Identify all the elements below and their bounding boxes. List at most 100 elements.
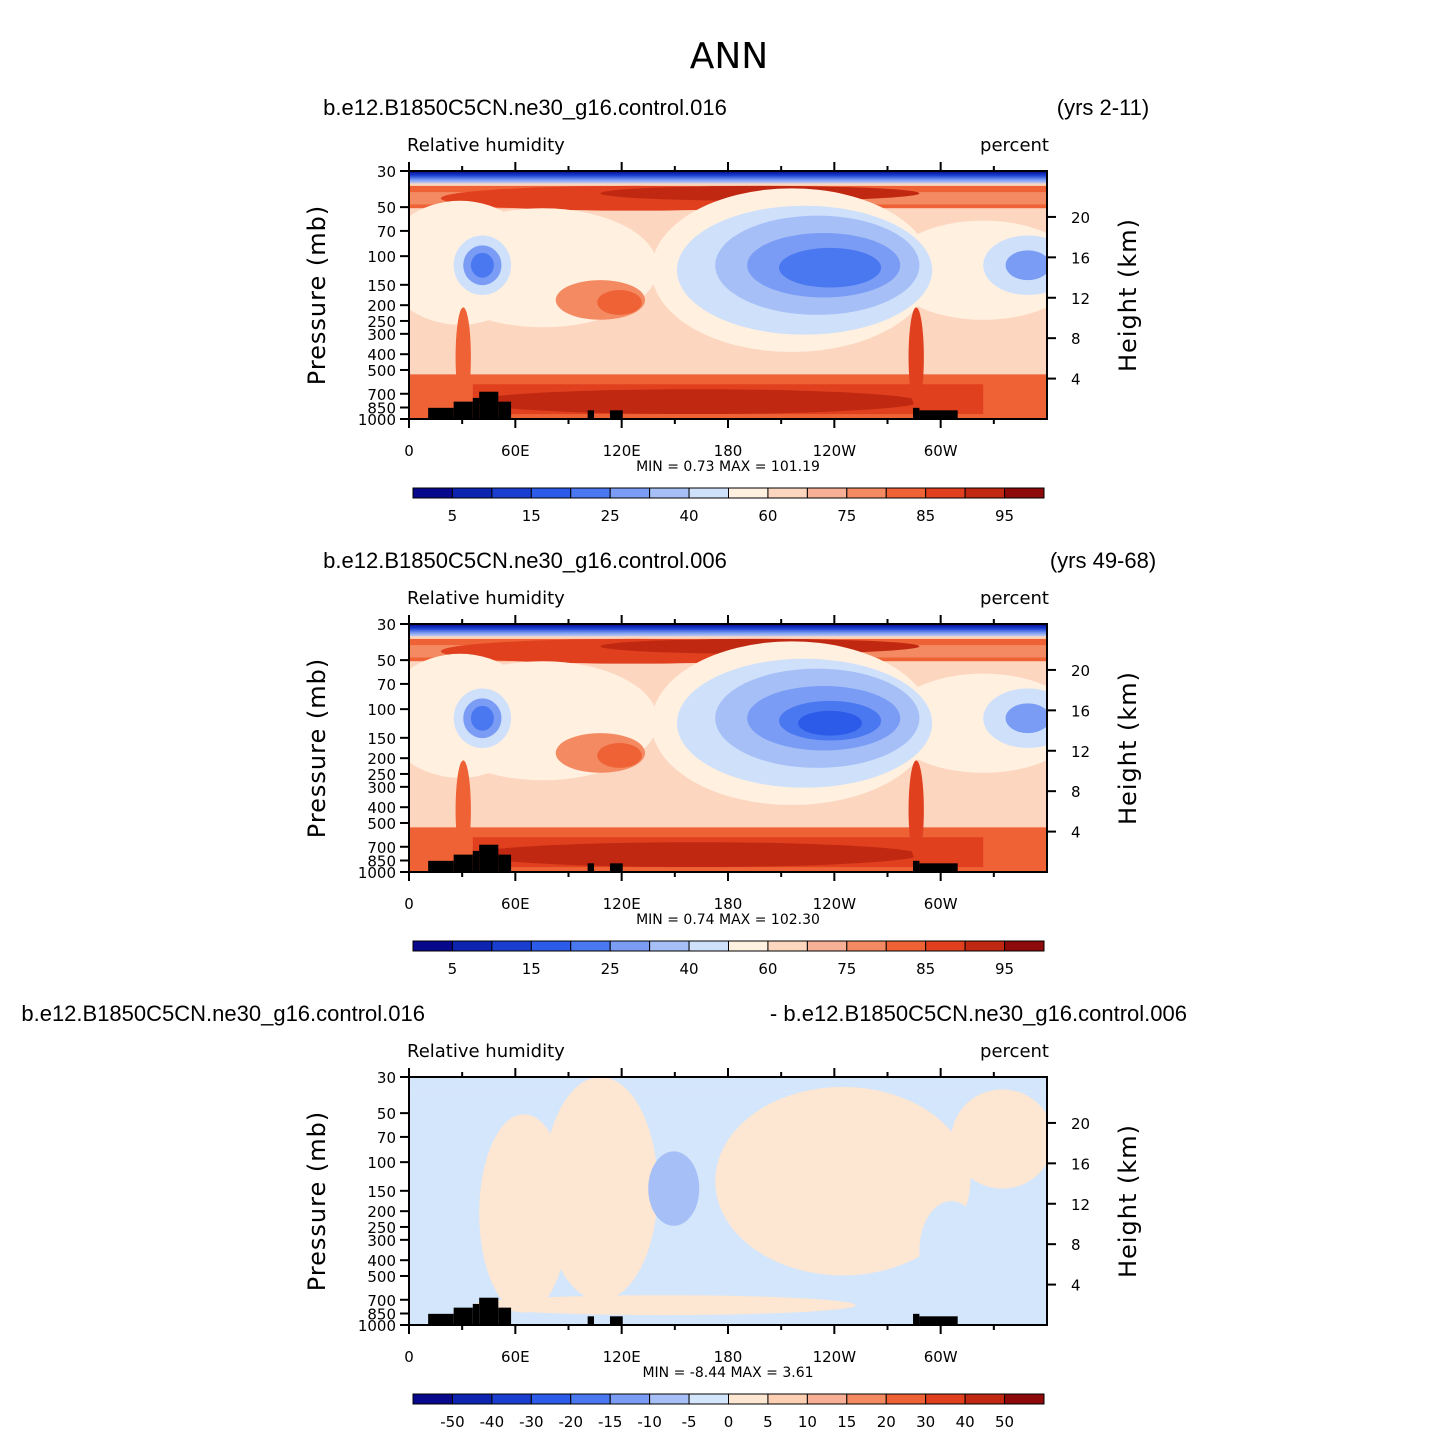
colorbar-label: 75 <box>837 960 856 978</box>
topography-mask <box>453 401 473 419</box>
colorbar-label: -30 <box>519 1413 544 1431</box>
variable-name: Relative humidity <box>407 1041 565 1062</box>
colorbar-swatch <box>451 487 493 499</box>
topography-mask <box>919 863 958 872</box>
contour-region <box>1005 250 1047 281</box>
colorbar-swatch <box>925 487 966 499</box>
colorbar-swatch <box>609 487 651 499</box>
colorbar-swatch <box>806 940 848 952</box>
height-tick-label: 4 <box>1071 371 1081 389</box>
colorbar-swatch <box>885 940 927 952</box>
topography-mask <box>472 1303 480 1325</box>
colorbar-swatch <box>649 487 690 499</box>
colorbar-swatch <box>767 1393 808 1405</box>
colorbar-label: 0 <box>724 1413 734 1431</box>
colorbar-label: 20 <box>877 1413 896 1431</box>
y-tick-label: 70 <box>377 1129 396 1147</box>
colorbar-swatch <box>846 1393 887 1405</box>
x-tick-label: 120W <box>813 1348 857 1366</box>
topography-mask <box>472 850 480 872</box>
height-tick-label: 12 <box>1071 1196 1090 1214</box>
height-tick-label: 8 <box>1071 1236 1081 1254</box>
colorbar-label: 40 <box>680 507 699 525</box>
x-tick-label: 60E <box>501 1348 530 1366</box>
colorbar-swatch <box>530 487 572 499</box>
x-tick-label: 60W <box>924 895 958 913</box>
contour-region <box>455 307 471 407</box>
contour-region <box>798 710 862 736</box>
colorbar-swatch <box>491 940 532 952</box>
colorbar-swatch <box>885 487 927 499</box>
topography-mask <box>587 410 595 419</box>
panel-2: b.e12.B1850C5CN.ne30_g16.control.006 (yrs… <box>303 548 1156 978</box>
colorbar-label: -20 <box>559 1413 584 1431</box>
min-max-stats: MIN = 0.73 MAX = 101.19 <box>636 459 820 475</box>
x-tick-label: 60W <box>924 1348 958 1366</box>
x-tick-label: 60E <box>501 895 530 913</box>
topography-mask <box>587 1316 595 1325</box>
y-tick-label: 30 <box>377 616 396 634</box>
colorbar-swatch <box>728 487 769 499</box>
y-tick-label: 500 <box>367 362 396 380</box>
contour-field <box>409 1077 1047 1325</box>
stratosphere-band <box>409 171 1047 186</box>
colorbar-swatch <box>412 940 453 952</box>
topography-mask <box>453 1307 473 1325</box>
colorbar-swatch <box>491 1393 532 1405</box>
case-title-right: - b.e12.B1850C5CN.ne30_g16.control.006 <box>770 1001 1187 1026</box>
contour-region <box>455 760 471 860</box>
topography-mask <box>609 863 623 872</box>
height-tick-label: 16 <box>1071 702 1090 720</box>
x-tick-label: 0 <box>404 442 414 460</box>
y-tick-label: 400 <box>367 799 396 817</box>
colorbar-label: -50 <box>440 1413 465 1431</box>
colorbar-label: 5 <box>448 960 458 978</box>
colorbar-swatch <box>885 1393 927 1405</box>
y-tick-label: 100 <box>367 248 396 266</box>
case-title-right: (yrs 2-11) <box>1057 95 1150 120</box>
y-tick-label: 300 <box>367 1232 396 1250</box>
colorbar-label: 15 <box>522 507 541 525</box>
contour-region <box>715 1086 971 1276</box>
colorbar-swatch <box>728 1393 769 1405</box>
y-axis-label: Pressure (mb) <box>303 658 331 838</box>
height-tick-label: 8 <box>1071 330 1081 348</box>
colorbar-swatch <box>728 940 769 952</box>
topography-mask <box>498 854 512 872</box>
colorbar-label: 40 <box>680 960 699 978</box>
x-tick-label: 60W <box>924 442 958 460</box>
y-tick-label: 150 <box>367 1183 396 1201</box>
colorbar-label: 5 <box>448 507 458 525</box>
y-tick-label: 50 <box>377 652 396 670</box>
colorbar-label: 25 <box>601 507 620 525</box>
x-tick-label: 180 <box>714 895 743 913</box>
colorbar-label: 25 <box>601 960 620 978</box>
colorbar-swatch <box>964 487 1006 499</box>
y-tick-label: 250 <box>367 766 396 784</box>
colorbar-label: 85 <box>916 507 935 525</box>
colorbar-label: 85 <box>916 960 935 978</box>
variable-name: Relative humidity <box>407 135 565 156</box>
colorbar-swatch <box>412 487 453 499</box>
contour-region <box>470 705 494 731</box>
colorbar-label: 40 <box>956 1413 975 1431</box>
colorbar-label: 5 <box>763 1413 773 1431</box>
y-tick-label: 400 <box>367 346 396 364</box>
colorbar-swatch <box>964 1393 1006 1405</box>
colorbar-label: 15 <box>837 1413 856 1431</box>
height-tick-label: 12 <box>1071 743 1090 761</box>
colorbar-label: 10 <box>798 1413 817 1431</box>
panel-3: b.e12.B1850C5CN.ne30_g16.control.016 - b.… <box>21 1001 1187 1431</box>
colorbar-swatch <box>649 1393 690 1405</box>
height-tick-label: 4 <box>1071 824 1081 842</box>
topography-mask <box>587 863 595 872</box>
stratosphere-band <box>409 1077 1047 1092</box>
y-tick-label: 850 <box>367 853 396 871</box>
colorbar-label: 15 <box>522 960 541 978</box>
case-title-right: (yrs 49-68) <box>1050 548 1156 573</box>
colorbar-label: -15 <box>598 1413 623 1431</box>
height-tick-label: 20 <box>1071 662 1090 680</box>
x-tick-label: 180 <box>714 1348 743 1366</box>
topography-mask <box>498 1307 512 1325</box>
